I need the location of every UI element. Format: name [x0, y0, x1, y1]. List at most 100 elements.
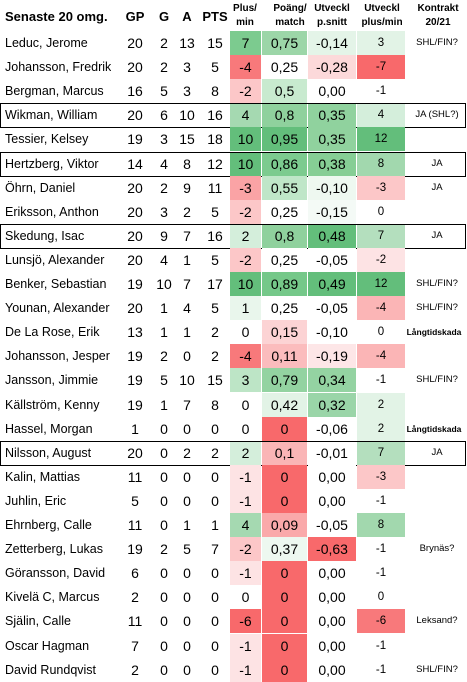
- cell-pts: 18: [207, 131, 223, 148]
- cell-g: 1: [160, 396, 168, 413]
- cell-name: Oscar Hagman: [5, 638, 90, 653]
- table-row: Oscar Hagman 7 0 0 0 -1 0 0,00 -1: [0, 633, 467, 658]
- cell-pts: 11: [207, 179, 223, 196]
- cell-kontrakt: [408, 393, 466, 417]
- cell-gp: 20: [127, 251, 143, 268]
- cell-upm: -1: [357, 488, 405, 513]
- header-kontrakt-1: Kontrakt: [417, 3, 459, 14]
- cell-poang: 0: [262, 609, 307, 634]
- table-header: Senaste 20 omg. GP G A PTS Plus/ min Poä…: [0, 0, 467, 34]
- cell-gp: 6: [131, 565, 139, 582]
- cell-g: 0: [160, 420, 168, 437]
- cell-a: 4: [183, 300, 191, 317]
- cell-upm: 4: [357, 103, 405, 128]
- cell-name: Kivelä C, Marcus: [5, 590, 100, 605]
- header-a: A: [182, 9, 192, 24]
- cell-upm: -1: [357, 633, 405, 658]
- cell-name: Johansson, Jesper: [5, 349, 110, 364]
- cell-g: 2: [160, 35, 168, 51]
- cell-gp: 19: [127, 131, 143, 148]
- header-gp: GP: [125, 9, 145, 24]
- cell-poang: 0: [262, 633, 307, 658]
- table-row: Bergman, Marcus 16 5 3 8 -2 0,5 0,00 -1: [0, 79, 467, 104]
- cell-poang: 0,8: [262, 223, 307, 248]
- cell-upm: -1: [357, 561, 405, 586]
- cell-g: 5: [160, 372, 168, 389]
- cell-poang: 0,8: [262, 103, 307, 128]
- cell-name: Leduc, Jerome: [5, 36, 88, 50]
- cell-upm: 2: [357, 416, 405, 441]
- cell-poang: 0,15: [262, 320, 307, 345]
- table-row: Hassel, Morgan 1 0 0 0 0 0 -0,06 2 Långtidskada: [0, 416, 467, 441]
- header-utvpm-2: plus/min: [361, 17, 403, 28]
- cell-pts: 5: [211, 300, 219, 317]
- cell-name: Själin, Calle: [5, 614, 72, 629]
- cell-pts: 15: [207, 35, 223, 51]
- cell-gp: 20: [127, 35, 143, 51]
- cell-poang: 0,89: [262, 272, 307, 296]
- cell-name: Göransson, David: [5, 566, 106, 581]
- cell-kontrakt: Leksand?: [416, 615, 458, 627]
- cell-poang: 0: [262, 561, 307, 586]
- cell-g: 9: [160, 227, 168, 244]
- cell-gp: 16: [127, 83, 143, 100]
- cell-g: 1: [160, 324, 168, 341]
- header-g: G: [158, 9, 170, 24]
- cell-g: 6: [160, 107, 168, 124]
- cell-poang: 0,79: [262, 368, 307, 393]
- cell-utv: -0,05: [308, 513, 356, 537]
- cell-kontrakt: SHL/FIN?: [416, 663, 458, 675]
- cell-pm: -2: [230, 537, 261, 562]
- cell-a: 10: [179, 372, 195, 389]
- cell-pts: 16: [207, 227, 223, 244]
- cell-a: 10: [179, 107, 195, 124]
- cell-g: 5: [160, 83, 168, 100]
- cell-name: Källström, Kenny: [5, 397, 100, 412]
- table-row: Kalin, Mattias 11 0 0 0 -1 0 0,00 -3: [0, 464, 467, 489]
- cell-a: 5: [183, 541, 191, 558]
- cell-utv: 0,00: [308, 633, 356, 658]
- header-poang-2: match: [275, 17, 305, 28]
- cell-pts: 5: [211, 251, 219, 268]
- cell-pts: 0: [211, 589, 219, 606]
- cell-pm: 4: [230, 513, 261, 537]
- cell-pm: -6: [230, 609, 261, 634]
- cell-a: 0: [183, 613, 191, 630]
- table-row: Wikman, William 20 6 10 16 4 0,8 0,35 4 JA (SHL?): [0, 103, 467, 129]
- cell-upm: 12: [357, 272, 405, 296]
- cell-poang: 0,25: [262, 296, 307, 321]
- cell-utv: -0,19: [308, 344, 356, 369]
- cell-kontrakt: JA: [431, 229, 443, 241]
- cell-utv: -0,15: [308, 199, 356, 224]
- cell-pm: 2: [230, 223, 261, 248]
- cell-gp: 20: [127, 59, 143, 76]
- cell-a: 0: [183, 637, 191, 654]
- cell-pm: 3: [230, 368, 261, 393]
- cell-name: De La Rose, Erik: [5, 325, 100, 340]
- cell-utv: -0,10: [308, 175, 356, 200]
- cell-pts: 2: [211, 348, 219, 365]
- cell-pm: 0: [230, 416, 261, 441]
- cell-poang: 0,1: [262, 440, 307, 465]
- cell-poang: 0,42: [262, 392, 307, 417]
- cell-a: 0: [183, 468, 191, 485]
- cell-a: 0: [183, 492, 191, 509]
- cell-upm: 7: [357, 223, 405, 248]
- cell-name: David Rundqvist: [5, 662, 97, 677]
- cell-upm: 8: [357, 513, 405, 537]
- cell-poang: 0,95: [262, 127, 307, 152]
- cell-kontrakt: [408, 634, 466, 658]
- cell-upm: -3: [357, 175, 405, 200]
- cell-pts: 0: [211, 565, 219, 582]
- cell-name: Eriksson, Anthon: [5, 204, 99, 219]
- cell-upm: -1: [357, 537, 405, 562]
- cell-g: 3: [160, 203, 168, 220]
- header-pts: PTS: [202, 9, 228, 24]
- cell-poang: 0,55: [262, 175, 307, 200]
- cell-g: 0: [160, 492, 168, 509]
- cell-g: 4: [160, 155, 168, 172]
- cell-upm: 0: [357, 585, 405, 610]
- cell-name: Öhrn, Daniel: [5, 180, 76, 195]
- cell-utv: 0,49: [308, 272, 356, 296]
- cell-g: 0: [160, 468, 168, 485]
